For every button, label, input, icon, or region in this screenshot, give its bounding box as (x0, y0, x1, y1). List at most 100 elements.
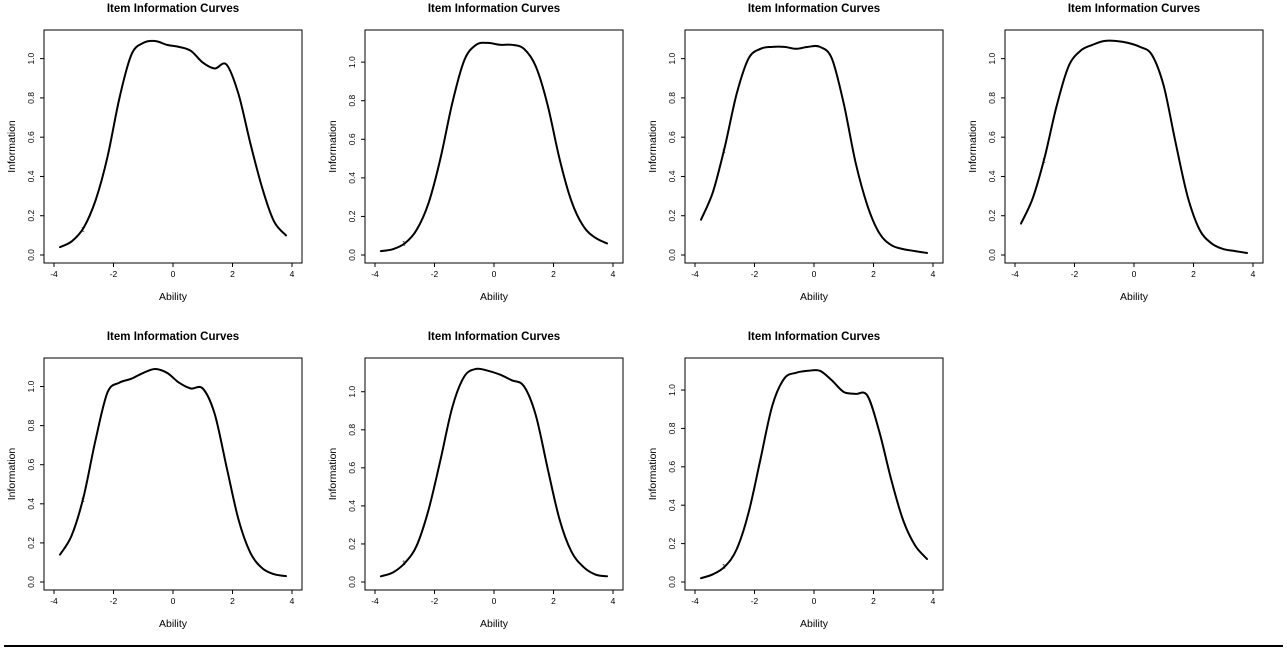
x-tick-label: 4 (931, 269, 936, 279)
plot-frame (684, 357, 944, 591)
y-tick-label: 0.8 (26, 419, 36, 431)
chart-title: Item Information Curves (107, 3, 239, 15)
item-label-marker: 1 (402, 240, 406, 247)
y-tick-label: 0.6 (347, 462, 357, 474)
y-tick-label: 0.0 (26, 249, 36, 261)
y-tick-label: 1.0 (26, 52, 36, 64)
y-tick-label: 0.2 (347, 210, 357, 222)
x-tick-label: 4 (611, 596, 616, 606)
x-tick-label: 4 (1251, 269, 1256, 279)
y-tick-label: 0.8 (26, 92, 36, 104)
chart-panel: Item Information Curves -4 -2 0 2 4 Ability 0.0… (6, 331, 303, 630)
y-axis-label: Information (6, 120, 18, 173)
x-tick-label: -2 (110, 596, 118, 606)
x-tick-label: 0 (492, 596, 497, 606)
y-tick-label: 0.0 (987, 249, 997, 261)
y-tick-label: 0.6 (667, 461, 677, 473)
y-axis-label: Information (6, 448, 18, 501)
y-tick-label: 0.0 (26, 576, 36, 588)
item-information-curve (379, 367, 608, 578)
y-axis-label: Information (327, 120, 339, 173)
x-tick-label: 0 (812, 269, 817, 279)
y-tick-label: 0.2 (347, 538, 357, 550)
y-axis-label: Information (327, 448, 339, 501)
chart-panel: Item Information Curves -4 -2 0 2 4 Ability 0.0… (967, 3, 1264, 303)
chart-panel: Item Information Curves -4 -2 0 2 4 Ability 0.0… (327, 3, 624, 303)
chart-title: Item Information Curves (428, 3, 560, 15)
x-axis-label: Ability (480, 291, 509, 303)
chart-title: Item Information Curves (748, 331, 880, 343)
y-tick-label: 0.2 (987, 210, 997, 222)
item-information-curve (379, 41, 608, 253)
x-tick-label: 0 (171, 269, 176, 279)
y-tick-label: 0.8 (667, 422, 677, 434)
x-tick-label: -4 (1011, 269, 1019, 279)
x-tick-label: 4 (611, 269, 616, 279)
item-label-marker: 1 (722, 148, 726, 155)
chart-panel: Item Information Curves -4 -2 0 2 4 Ability 0.0… (6, 3, 303, 303)
chart-panel: Item Information Curves -4 -2 0 2 4 Ability 0.0… (327, 331, 624, 630)
x-tick-label: -4 (371, 596, 379, 606)
y-tick-label: 1.0 (347, 386, 357, 398)
chart-panel: Item Information Curves -4 -2 0 2 4 Ability 0.0… (647, 331, 944, 630)
y-tick-label: 0.8 (987, 92, 997, 104)
item-information-curve (700, 369, 928, 580)
y-tick-label: 0.4 (347, 172, 357, 184)
chart-title: Item Information Curves (1068, 3, 1200, 15)
y-tick-label: 0.4 (26, 498, 36, 510)
y-tick-label: 1.0 (667, 384, 677, 396)
x-tick-label: -2 (1071, 269, 1079, 279)
x-tick-label: 0 (492, 269, 497, 279)
x-tick-label: 2 (230, 596, 235, 606)
x-axis-label: Ability (159, 291, 188, 303)
plot-frame (364, 357, 624, 591)
y-tick-label: 0.4 (347, 500, 357, 512)
x-tick-label: 0 (1132, 269, 1137, 279)
x-tick-label: 4 (931, 596, 936, 606)
chart-panel: Item Information Curves -4 -2 0 2 4 Ability 0.0… (647, 3, 944, 303)
x-axis-label: Ability (159, 618, 188, 630)
y-tick-label: 0.4 (667, 170, 677, 182)
x-tick-label: 4 (290, 596, 295, 606)
y-axis-label: Information (967, 120, 979, 173)
y-tick-label: 0.2 (667, 537, 677, 549)
x-tick-label: -4 (50, 596, 58, 606)
y-tick-label: 0.6 (987, 131, 997, 143)
x-tick-label: 2 (551, 596, 556, 606)
x-axis-label: Ability (800, 618, 829, 630)
x-tick-label: -4 (50, 269, 58, 279)
chart-title: Item Information Curves (748, 3, 880, 15)
y-axis-label: Information (647, 448, 659, 501)
bottom-rule (4, 645, 1283, 647)
x-axis-label: Ability (1120, 291, 1149, 303)
y-tick-label: 0.0 (667, 576, 677, 588)
item-label-marker: 1 (1042, 158, 1046, 165)
y-axis-label: Information (647, 120, 659, 173)
y-tick-label: 0.8 (347, 424, 357, 436)
y-tick-label: 0.8 (667, 92, 677, 104)
item-information-curve (59, 368, 287, 578)
x-tick-label: 2 (230, 269, 235, 279)
y-tick-label: 0.2 (667, 210, 677, 222)
item-label-marker: 1 (81, 226, 85, 233)
y-tick-label: 0.0 (667, 249, 677, 261)
x-tick-label: -4 (691, 269, 699, 279)
x-tick-label: 0 (171, 596, 176, 606)
item-label-marker: 1 (81, 497, 85, 504)
plot-frame (43, 357, 303, 591)
item-label-marker: 1 (402, 560, 406, 567)
x-tick-label: -2 (110, 269, 118, 279)
y-tick-label: 0.6 (26, 131, 36, 143)
y-tick-label: 0.6 (26, 459, 36, 471)
y-tick-label: 0.6 (667, 131, 677, 143)
x-tick-label: 2 (551, 269, 556, 279)
x-tick-label: 4 (290, 269, 295, 279)
x-tick-label: -4 (371, 269, 379, 279)
x-tick-label: 2 (871, 269, 876, 279)
y-tick-label: 0.8 (347, 95, 357, 107)
y-tick-label: 1.0 (667, 52, 677, 64)
y-tick-label: 0.2 (26, 537, 36, 549)
x-tick-label: -2 (431, 596, 439, 606)
plot-frame (684, 29, 944, 264)
